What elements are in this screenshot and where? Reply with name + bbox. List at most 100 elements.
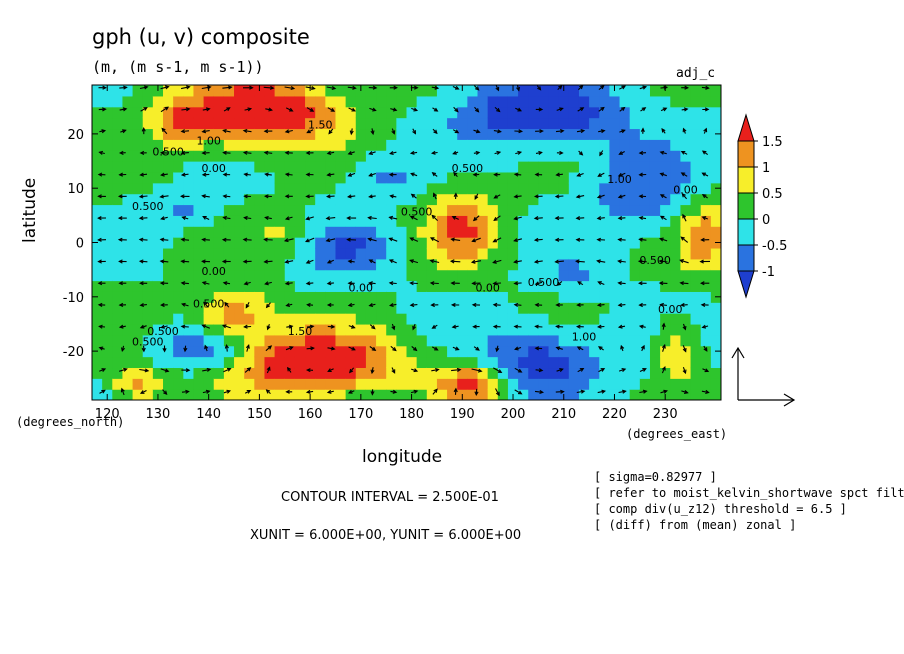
field-cell <box>274 226 286 238</box>
field-cell <box>234 150 245 162</box>
field-cell <box>578 323 590 336</box>
field-cell <box>315 128 326 140</box>
field-cell <box>244 85 255 97</box>
field-cell <box>528 237 539 249</box>
wind-vector <box>578 85 584 91</box>
wind-vector <box>368 194 376 199</box>
field-cell <box>670 378 682 390</box>
field-cell <box>660 128 671 140</box>
wind-vector <box>159 237 169 242</box>
field-cell <box>294 269 306 282</box>
field-cell <box>335 182 347 195</box>
wind-vector <box>243 172 251 177</box>
field-cell <box>467 247 479 260</box>
field-cell <box>416 237 428 249</box>
field-cell <box>619 117 631 130</box>
field-cell <box>152 237 164 249</box>
field-cell <box>467 367 479 379</box>
field-cell <box>173 117 184 130</box>
field-cell <box>365 95 377 108</box>
wind-vector <box>411 368 419 373</box>
field-cell <box>173 367 184 379</box>
wind-vector <box>202 216 210 220</box>
field-cell <box>639 85 651 97</box>
wind-vector <box>513 302 522 307</box>
wind-vector <box>97 216 107 221</box>
field-cell <box>122 171 134 184</box>
wind-vector <box>701 172 709 177</box>
field-cell <box>426 226 438 238</box>
field-cell <box>589 161 600 173</box>
wind-vector <box>409 281 418 286</box>
field-cell <box>122 161 134 173</box>
field-cell <box>264 85 276 97</box>
wind-vector <box>265 389 271 395</box>
field-cell <box>223 280 235 292</box>
field-cell <box>477 258 489 271</box>
field-cell <box>619 171 631 184</box>
field-cell <box>163 378 174 390</box>
field-cell <box>264 367 276 379</box>
field-cell <box>315 150 326 162</box>
field-cell <box>558 161 570 173</box>
field-cell <box>599 258 611 271</box>
field-cell <box>447 378 458 390</box>
field-cell <box>426 345 438 358</box>
field-cell <box>619 367 631 379</box>
field-cell <box>193 204 205 216</box>
field-cell <box>528 269 539 282</box>
field-cell <box>416 258 428 271</box>
field-cell <box>538 150 550 162</box>
field-cell <box>619 280 631 292</box>
field-cell <box>457 291 468 303</box>
field-cell <box>477 291 489 303</box>
field-cell <box>163 237 174 249</box>
field-cell <box>142 356 154 369</box>
field-cell <box>315 215 326 227</box>
field-cell <box>660 204 671 216</box>
field-cell <box>254 247 266 260</box>
wind-vector <box>557 85 563 90</box>
wind-vector <box>180 259 190 264</box>
field-cell <box>670 171 682 184</box>
wind-vector <box>222 194 231 199</box>
field-cell <box>406 356 418 369</box>
field-cell <box>173 313 184 325</box>
field-cell <box>203 334 215 347</box>
field-cell <box>274 95 286 108</box>
wind-vector <box>243 324 252 329</box>
wind-vector <box>201 172 210 177</box>
field-cell <box>619 139 631 151</box>
contour-interval-text: CONTOUR INTERVAL = 2.500E-01 <box>281 490 499 505</box>
field-cell <box>365 171 377 184</box>
field-cell <box>122 334 134 347</box>
field-cell <box>599 237 611 249</box>
field-cell <box>213 85 225 97</box>
field-cell <box>538 128 550 140</box>
field-cell <box>548 193 560 206</box>
field-cell <box>152 95 164 108</box>
field-cell <box>629 345 641 358</box>
field-cell <box>203 139 215 151</box>
field-cell <box>528 193 539 206</box>
field-cell <box>376 313 387 325</box>
field-cell <box>639 378 651 390</box>
field-cell <box>355 161 367 173</box>
field-cell <box>599 247 611 260</box>
field-cell <box>152 193 164 206</box>
field-cell <box>548 291 560 303</box>
field-cell <box>457 106 468 119</box>
wind-vector <box>223 107 231 112</box>
field-cell <box>244 269 255 282</box>
field-cell <box>92 171 103 184</box>
wind-vector <box>391 323 396 331</box>
field-cell <box>213 247 225 260</box>
field-cell <box>223 139 235 151</box>
field-cell <box>700 85 712 97</box>
field-cell <box>639 280 651 292</box>
field-cell <box>467 334 479 347</box>
field-cell <box>589 95 600 108</box>
field-cell <box>670 280 682 292</box>
field-cell <box>396 161 408 173</box>
field-cell <box>193 302 205 314</box>
